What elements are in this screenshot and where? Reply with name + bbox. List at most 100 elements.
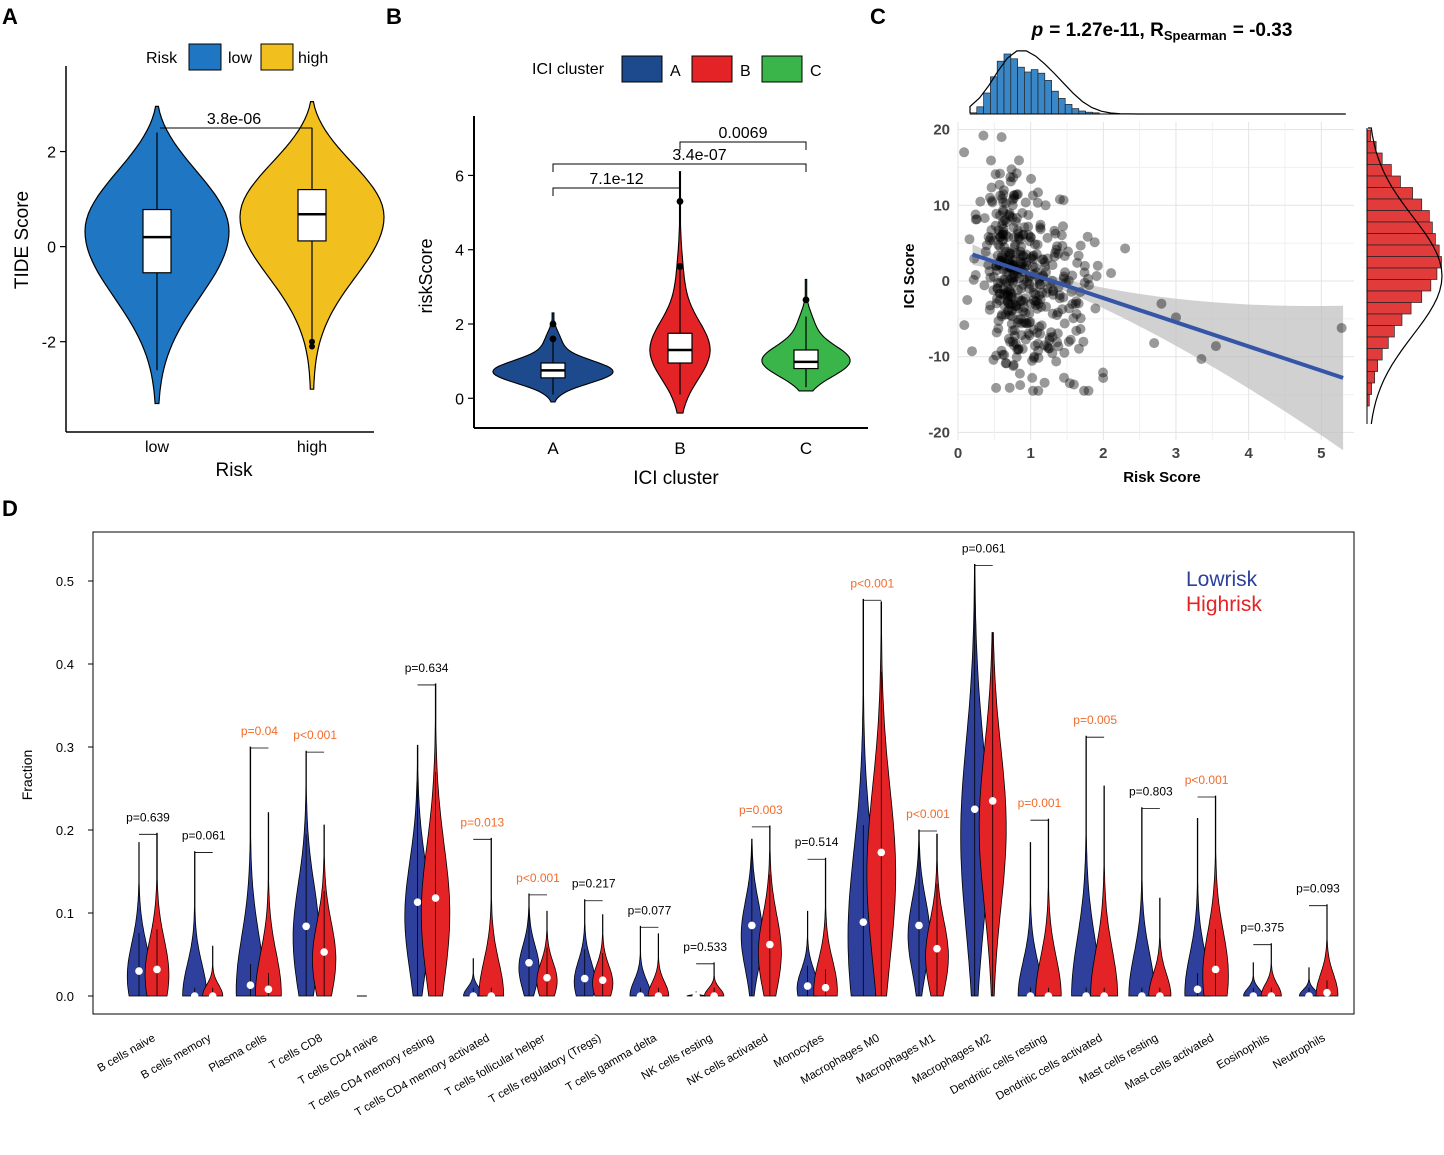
scatter-point — [1054, 194, 1065, 205]
scatter-point — [1035, 222, 1046, 233]
median-dot-highrisk — [1044, 992, 1053, 1000]
y-axis-title-a: TIDE Score — [12, 191, 33, 289]
scatter-point — [995, 288, 1006, 299]
comparison-label-b: 3.4e-07 — [672, 147, 726, 164]
pvalue-label: p=0.217 — [572, 877, 616, 891]
scatter-point — [992, 250, 1003, 261]
scatter-point — [1196, 353, 1207, 364]
violin-lowrisk — [1184, 818, 1211, 997]
pvalue-label: p=0.001 — [1018, 796, 1062, 810]
scatter-point — [1014, 155, 1024, 166]
scatter-point — [1035, 294, 1046, 305]
scatter-point — [1058, 195, 1069, 206]
scatter-point — [1034, 290, 1045, 301]
scatter-point — [1156, 298, 1167, 309]
scatter-point — [995, 242, 1005, 252]
violin-highrisk — [1260, 943, 1282, 997]
scatter-point — [1042, 283, 1053, 294]
scatter-point — [1079, 385, 1090, 396]
scatter-point — [999, 242, 1010, 253]
scatter-point — [1009, 190, 1019, 201]
scatter-point — [981, 240, 992, 251]
panel-label-b: B — [386, 4, 402, 29]
y-tick-label-a: 2 — [47, 145, 56, 162]
scatter-point — [1005, 299, 1016, 310]
scatter-point — [998, 290, 1009, 301]
scatter-point — [1028, 250, 1039, 261]
outlier-high — [309, 338, 315, 345]
scatter-point — [1000, 358, 1011, 369]
scatter-point — [1090, 303, 1101, 314]
outlier-cluster-C — [802, 296, 810, 304]
scatter-point — [1026, 173, 1037, 184]
scatter-point — [1007, 325, 1018, 336]
median-dot-lowrisk — [970, 805, 979, 814]
scatter-point — [1032, 303, 1043, 314]
y-tick-label-d: 0.1 — [56, 906, 74, 921]
median-dot-lowrisk — [1249, 992, 1258, 1000]
y-tick-label-a: -2 — [42, 335, 56, 352]
scatter-point — [1018, 257, 1029, 268]
scatter-point — [998, 223, 1009, 234]
scatter-point — [1068, 313, 1079, 324]
scatter-point — [1013, 344, 1024, 355]
scatter-point — [1057, 304, 1068, 315]
violin-lowrisk — [796, 910, 819, 997]
scatter-point — [993, 323, 1004, 334]
scatter-point — [1008, 360, 1019, 370]
scatter-point — [1044, 343, 1055, 354]
scatter-point — [1030, 239, 1040, 250]
violin-highrisk — [202, 945, 224, 997]
scatter-point — [998, 284, 1009, 294]
scatter-point — [1013, 314, 1024, 325]
scatter-point — [962, 295, 973, 305]
y-tick-label-d: 0.3 — [56, 740, 74, 755]
legend-label-high: high — [298, 50, 328, 67]
x-tick-high: high — [297, 439, 327, 456]
scatter-point — [999, 300, 1010, 311]
median-dot-highrisk — [766, 940, 774, 949]
median-dot-lowrisk — [135, 967, 143, 975]
scatter-point — [986, 225, 997, 236]
right-histogram-bar — [1366, 359, 1378, 372]
median-dot-highrisk — [1323, 988, 1331, 997]
median-dot-lowrisk — [190, 992, 199, 1000]
median-dot-highrisk — [431, 894, 440, 902]
scatter-point — [1049, 251, 1060, 262]
scatter-point — [997, 309, 1007, 320]
scatter-point — [1036, 302, 1047, 312]
scatter-point — [1047, 331, 1058, 342]
scatter-point — [1057, 240, 1068, 251]
scatter-point — [1028, 287, 1039, 298]
scatter-point — [1004, 209, 1015, 220]
scatter-point — [1039, 377, 1050, 388]
box-cluster-B — [667, 332, 693, 364]
scatter-point — [1015, 296, 1026, 307]
comparison-label-b: 7.1e-12 — [589, 171, 643, 188]
pvalue-label: p=0.061 — [182, 829, 226, 843]
scatter-point — [1003, 291, 1014, 302]
scatter-point — [1025, 231, 1036, 242]
violin-highrisk — [144, 832, 170, 997]
y-tick-label-c: 20 — [933, 122, 950, 139]
scatter-point — [1018, 251, 1028, 262]
scatter-point — [985, 192, 995, 203]
scatter-point — [1006, 292, 1017, 303]
scatter-point — [1035, 224, 1046, 235]
panel-b: ICI cluster A B C 0 2 4 6 0.0069 3.4e-07 7.1e-… — [416, 55, 868, 489]
scatter-point — [1075, 324, 1086, 334]
scatter-point — [1004, 310, 1015, 320]
median-dot-highrisk — [1156, 992, 1164, 1000]
scatter-point — [1047, 260, 1058, 271]
scatter-point — [1065, 334, 1076, 345]
scatter-point — [1007, 291, 1018, 302]
scatter-point — [995, 210, 1005, 221]
scatter-point — [1038, 254, 1049, 265]
scatter-point — [999, 274, 1010, 285]
x-tick-label-d: Plasma cells — [207, 1032, 269, 1075]
scatter-point — [1003, 305, 1014, 316]
scatter-point — [993, 225, 1004, 236]
scatter-point — [1003, 305, 1013, 316]
right-histogram-bar — [1366, 302, 1412, 315]
